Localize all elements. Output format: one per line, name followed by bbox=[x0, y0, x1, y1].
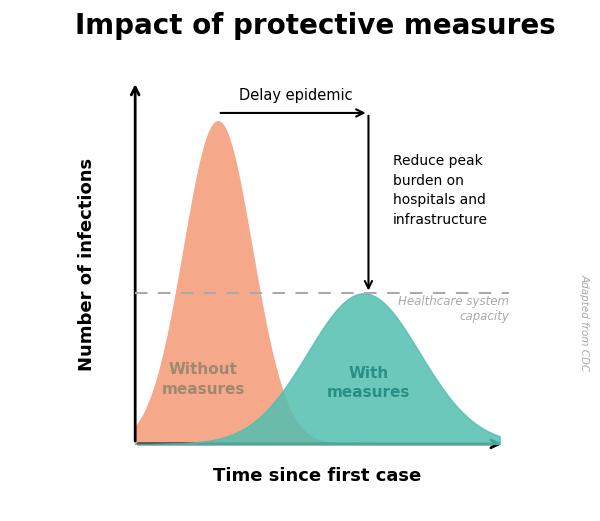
Text: Reduce peak
burden on
hospitals and
infrastructure: Reduce peak burden on hospitals and infr… bbox=[393, 154, 488, 227]
Text: Without
measures: Without measures bbox=[161, 362, 245, 397]
Text: Number of infections: Number of infections bbox=[77, 158, 95, 371]
Text: Healthcare system
capacity: Healthcare system capacity bbox=[398, 295, 509, 324]
Text: With
measures: With measures bbox=[327, 366, 410, 400]
Text: Impact of protective measures: Impact of protective measures bbox=[74, 11, 556, 40]
Text: Delay epidemic: Delay epidemic bbox=[239, 88, 352, 103]
Text: Time since first case: Time since first case bbox=[214, 467, 422, 485]
Text: Adapted from CDC: Adapted from CDC bbox=[580, 275, 590, 371]
